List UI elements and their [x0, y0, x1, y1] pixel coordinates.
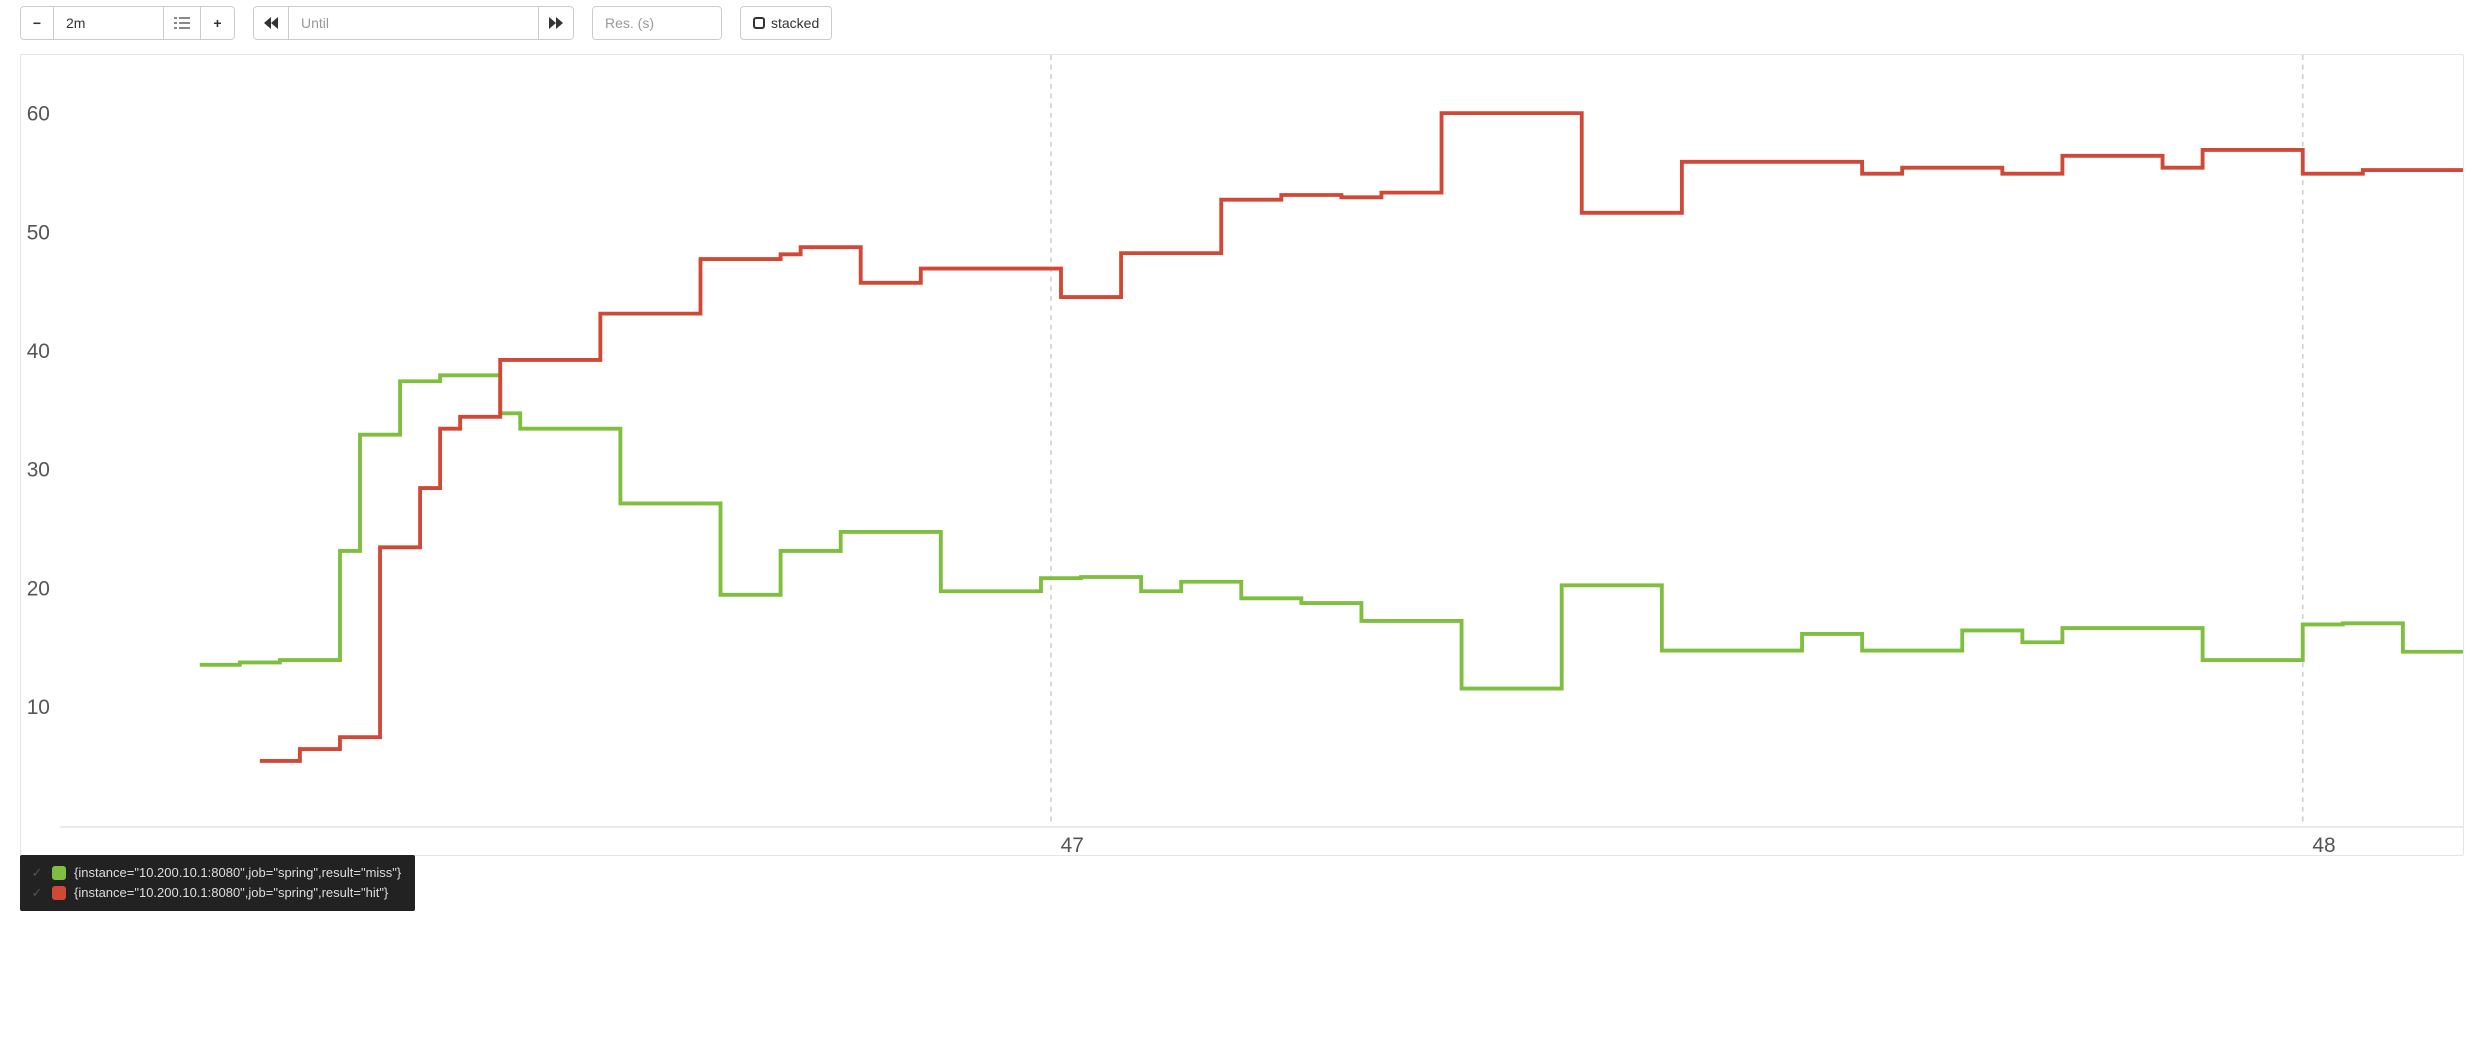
svg-text:10: 10 [27, 696, 50, 719]
legend-label: {instance="10.200.10.1:8080",job="spring… [74, 863, 401, 883]
chart-panel: 10 20 30 40 50 60 47 48 [20, 54, 2464, 856]
check-icon: ✓ [30, 863, 44, 883]
svg-text:60: 60 [27, 103, 50, 126]
legend: ✓ {instance="10.200.10.1:8080",job="sprin… [20, 855, 415, 911]
legend-swatch [52, 866, 66, 880]
presets-button[interactable] [164, 6, 201, 40]
stacked-toggle[interactable]: stacked [740, 6, 832, 40]
svg-text:47: 47 [1061, 834, 1084, 855]
svg-text:20: 20 [27, 577, 50, 600]
rewind-icon [264, 17, 278, 29]
svg-text:40: 40 [27, 340, 50, 363]
legend-item[interactable]: ✓ {instance="10.200.10.1:8080",job="sprin… [30, 863, 401, 883]
legend-label: {instance="10.200.10.1:8080",job="spring… [74, 883, 388, 903]
until-input[interactable] [289, 6, 539, 40]
svg-text:50: 50 [27, 221, 50, 244]
rewind-button[interactable] [253, 6, 289, 40]
resolution-input[interactable] [592, 6, 722, 40]
svg-text:30: 30 [27, 459, 50, 482]
svg-text:48: 48 [2312, 834, 2335, 855]
forward-icon [549, 17, 563, 29]
legend-swatch [52, 886, 66, 900]
stacked-label: stacked [771, 7, 819, 39]
range-group: − + [20, 6, 235, 40]
zoom-out-button[interactable]: − [20, 6, 54, 40]
forward-button[interactable] [539, 6, 574, 40]
range-input[interactable] [54, 6, 164, 40]
check-icon: ✓ [30, 883, 44, 903]
res-group [592, 6, 722, 40]
zoom-in-button[interactable]: + [201, 6, 235, 40]
chart: 10 20 30 40 50 60 47 48 [21, 55, 2463, 855]
list-icon [174, 16, 190, 30]
legend-item[interactable]: ✓ {instance="10.200.10.1:8080",job="sprin… [30, 883, 401, 903]
stacked-icon [753, 17, 765, 29]
time-group [253, 6, 574, 40]
toolbar: − + stacked [20, 6, 2464, 40]
